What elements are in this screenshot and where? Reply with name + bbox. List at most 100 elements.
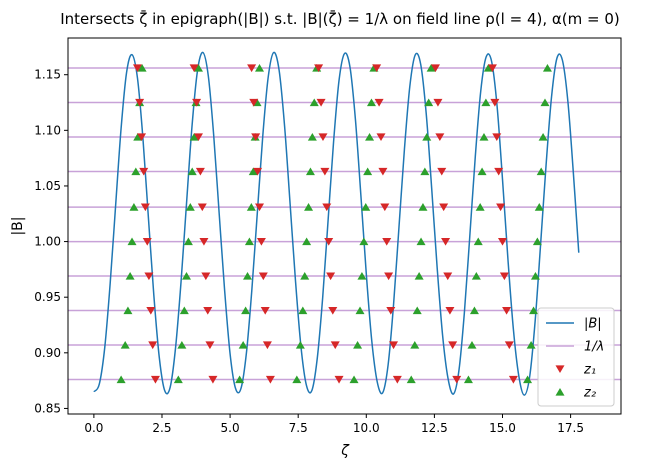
- y-tick-label: 1.15: [34, 68, 61, 82]
- z1-marker: [314, 64, 324, 73]
- z1-marker: [320, 167, 330, 176]
- legend-label-z2: z₂: [583, 386, 596, 401]
- z2-marker: [177, 340, 187, 349]
- z2-marker: [255, 63, 265, 72]
- z2-marker: [349, 375, 359, 384]
- z2-marker: [424, 98, 434, 107]
- z1-marker: [508, 375, 518, 384]
- z2-marker: [298, 306, 308, 315]
- z1-marker: [247, 64, 257, 73]
- z2-marker: [292, 375, 302, 384]
- z2-marker: [418, 203, 428, 211]
- x-tick-label: 12.5: [421, 421, 448, 435]
- z1-marker: [139, 167, 149, 176]
- z2-marker: [125, 272, 135, 280]
- z1-marker: [499, 272, 509, 281]
- z2-marker: [246, 203, 256, 211]
- y-tick-label: 0.90: [34, 346, 61, 360]
- y-tick-label: 1.00: [34, 235, 61, 249]
- z1-marker: [441, 237, 451, 246]
- z1-marker: [148, 341, 158, 350]
- z2-marker: [361, 203, 371, 211]
- legend-label-lambda: 1/λ: [584, 340, 604, 355]
- z2-marker: [471, 272, 481, 280]
- z1-marker: [132, 64, 142, 73]
- z2-marker: [365, 132, 375, 141]
- z1-marker: [382, 237, 392, 246]
- z1-marker: [135, 98, 145, 107]
- z2-marker: [244, 237, 254, 246]
- z1-marker: [443, 272, 453, 281]
- x-tick-label: 17.5: [557, 421, 584, 435]
- z1-marker: [435, 133, 445, 142]
- z2-marker: [420, 167, 430, 176]
- z1-marker: [193, 133, 203, 142]
- y-tick-label: 1.05: [34, 179, 61, 193]
- z2-marker: [131, 167, 141, 176]
- legend-label-B: |B|: [584, 317, 602, 332]
- x-tick-label: 15.0: [489, 421, 516, 435]
- z2-marker: [529, 306, 539, 315]
- z2-marker: [353, 340, 363, 349]
- z1-marker: [386, 306, 396, 315]
- legend-swatch-z1: [555, 365, 565, 374]
- z1-marker: [494, 167, 504, 176]
- z1-marker: [330, 341, 340, 350]
- z2-marker: [185, 203, 195, 211]
- z1-marker: [260, 306, 270, 315]
- z1-marker: [189, 64, 199, 73]
- z1-marker: [205, 341, 215, 350]
- z1-marker: [376, 133, 386, 142]
- x-tick-label: 10.0: [353, 421, 380, 435]
- z2-marker: [481, 98, 491, 107]
- z2-marker: [193, 63, 203, 72]
- z2-marker: [422, 132, 432, 141]
- z1-marker: [437, 167, 447, 176]
- x-tick-label: 0.0: [84, 421, 103, 435]
- z1-marker: [504, 341, 514, 350]
- z1-marker: [445, 306, 455, 315]
- z2-marker: [534, 203, 544, 211]
- z2-marker: [295, 340, 305, 349]
- z2-marker: [183, 237, 193, 246]
- z2-marker: [406, 375, 416, 384]
- z2-marker: [477, 167, 487, 176]
- z2-marker: [359, 237, 369, 246]
- chart-title: Intersects ζ̄ in epigraph(|B|) s.t. |B|(…: [60, 9, 620, 28]
- z2-marker: [463, 375, 473, 384]
- z1-marker: [144, 272, 154, 281]
- z1-marker: [452, 375, 462, 384]
- z2-marker: [235, 375, 245, 384]
- y-tick-label: 1.10: [34, 123, 61, 137]
- z1-marker: [380, 203, 390, 212]
- z2-marker: [412, 306, 422, 315]
- z2-marker: [116, 375, 126, 384]
- z1-marker: [201, 272, 211, 281]
- z2-marker: [300, 272, 310, 280]
- z2-marker: [137, 63, 147, 72]
- z2-marker: [238, 340, 248, 349]
- x-tick-label: 2.5: [152, 421, 171, 435]
- z1-marker: [498, 237, 507, 246]
- x-axis-label: ζ: [340, 443, 350, 459]
- legend: |B| 1/λ z₁ z₂: [537, 307, 615, 407]
- z1-marker: [324, 237, 334, 246]
- legend-swatch-z2: [555, 387, 565, 396]
- z1-marker: [258, 272, 268, 281]
- z1-marker: [197, 203, 207, 212]
- z1-marker: [255, 203, 265, 212]
- z1-marker: [389, 341, 399, 350]
- z1-marker: [316, 98, 326, 107]
- z1-marker: [378, 167, 388, 176]
- z2-marker: [467, 340, 477, 349]
- z1-marker: [208, 375, 218, 384]
- z1-marker: [140, 203, 150, 212]
- z1-marker: [392, 375, 402, 384]
- z1-marker: [192, 98, 202, 107]
- z1-marker: [322, 203, 332, 212]
- z1-marker: [433, 98, 443, 107]
- z1-marker: [251, 133, 261, 142]
- y-tick-label: 0.95: [34, 290, 61, 304]
- z2-marker: [542, 63, 552, 72]
